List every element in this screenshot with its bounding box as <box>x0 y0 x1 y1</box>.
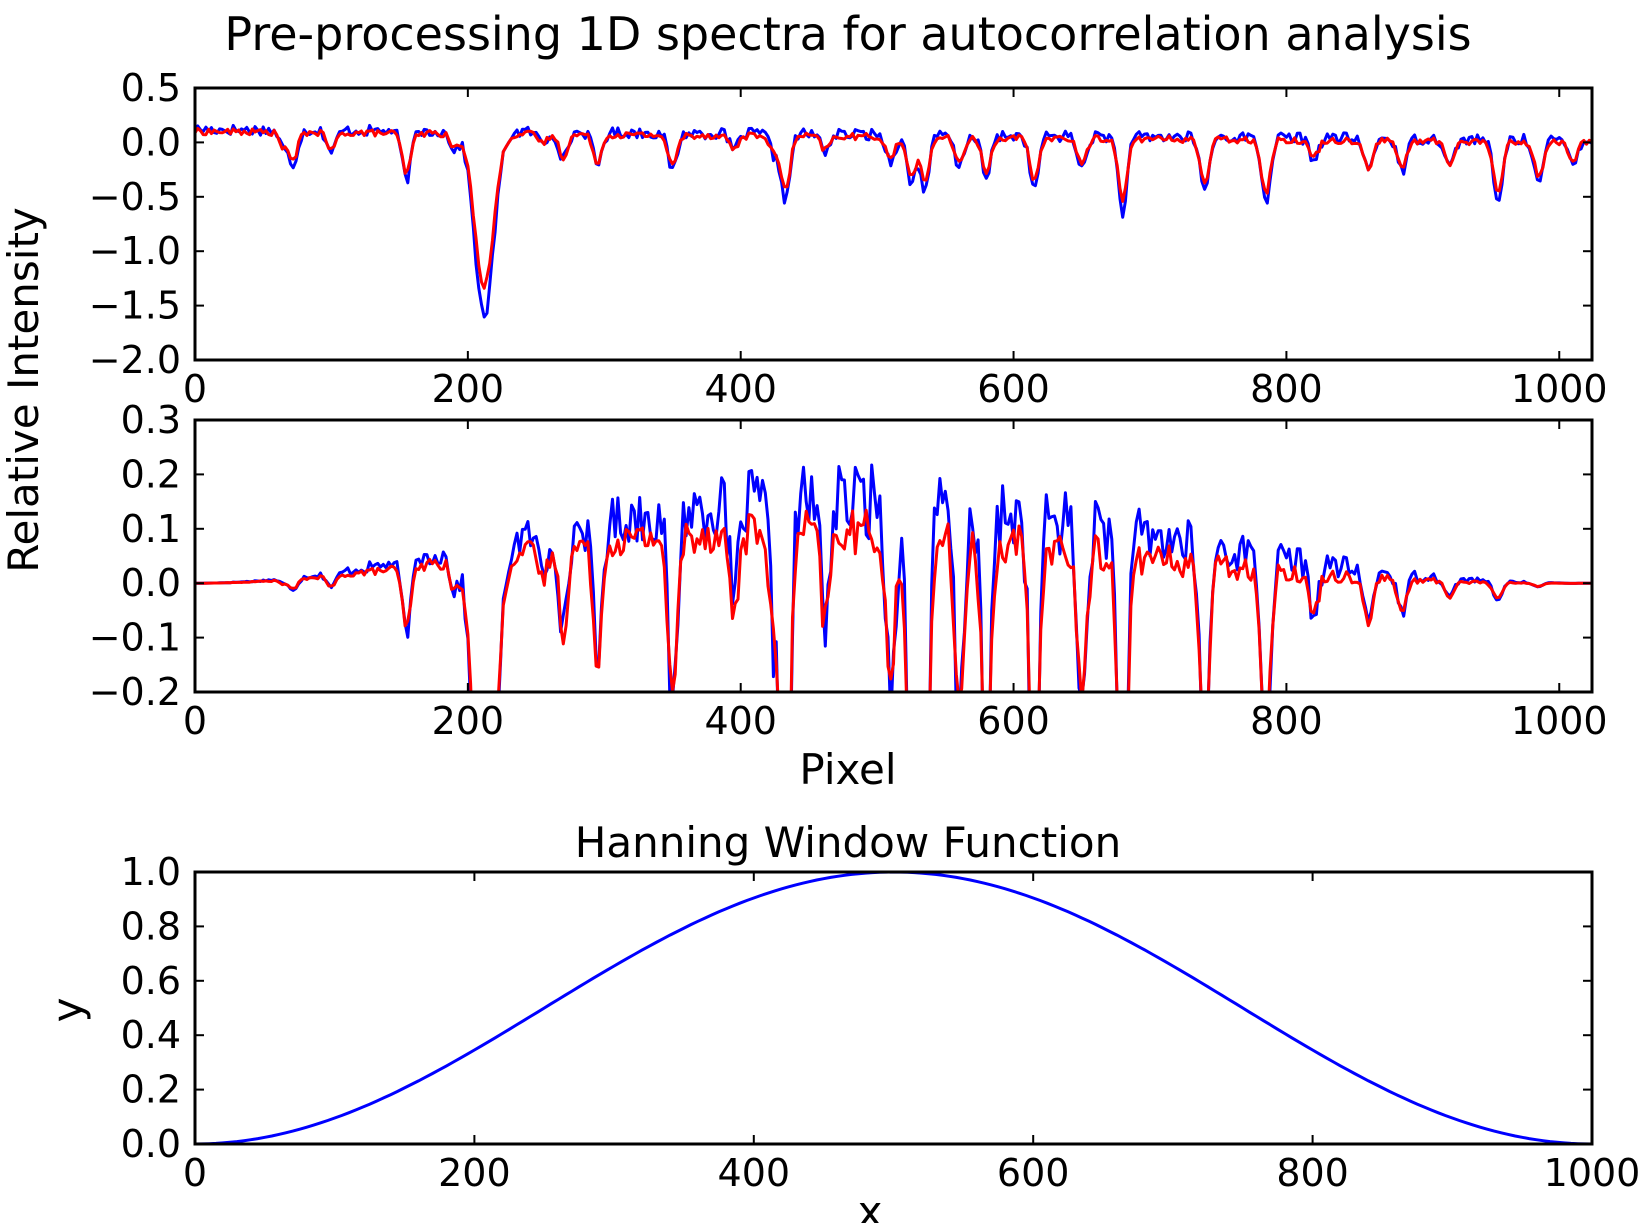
y-tick-label: 0.6 <box>121 959 181 1003</box>
x-tick-label: 800 <box>1250 367 1323 411</box>
y-tick-label: 0.0 <box>121 120 181 164</box>
y-tick-label: −1.0 <box>89 229 181 273</box>
x-tick-label: 600 <box>997 1151 1070 1195</box>
plot-area <box>195 872 1592 1144</box>
x-tick-label: 200 <box>432 367 505 411</box>
y-tick-label: 0.3 <box>121 398 181 442</box>
y-tick-label: 0.5 <box>121 66 181 110</box>
x-tick-label: 800 <box>1276 1151 1349 1195</box>
x-tick-label: 200 <box>432 699 505 743</box>
y-tick-label: 0.8 <box>121 904 181 948</box>
x-tick-label: 1000 <box>1544 1151 1638 1195</box>
x-tick-label: 400 <box>704 699 777 743</box>
hanning-curve <box>195 872 1592 1144</box>
x-tick-label: 0 <box>183 699 207 743</box>
x-tick-label: 0 <box>183 367 207 411</box>
hanning-y-axis-label: y <box>43 998 92 1023</box>
spectrum-panel-middle: 0 200 400 600 800 1000 0.3 0.2 0.1 0.0 −0.1 −0.2 <box>89 398 1608 743</box>
hanning-title: Hanning Window Function <box>575 818 1121 867</box>
y-tick-label: 0.1 <box>121 507 181 551</box>
x-tick-label: 400 <box>704 367 777 411</box>
x-tick-label: 200 <box>438 1151 511 1195</box>
hanning-window-panel: 0 200 400 600 800 1000 1.0 0.8 0.6 0.4 0.2 0.0 <box>121 850 1638 1195</box>
series-line <box>195 126 1592 290</box>
y-tick-label: 0.4 <box>121 1013 181 1057</box>
shared-y-axis-label: Relative Intensity <box>0 207 48 573</box>
y-tick-label: −1.5 <box>89 284 181 328</box>
x-tick-label: 400 <box>718 1151 791 1195</box>
y-tick-label: −2.0 <box>89 338 181 382</box>
x-tick-label: 1000 <box>1511 367 1608 411</box>
y-tick-label: 0.0 <box>121 1122 181 1166</box>
x-tick-label: 800 <box>1250 699 1323 743</box>
y-tick-label: 1.0 <box>121 850 181 894</box>
spectrum-panel-top: 0 200 400 600 800 1000 0.5 0.0 −0.5 −1.0 −1.5 −2.0 <box>89 66 1608 411</box>
x-tick-label: 0 <box>183 1151 207 1195</box>
figure-title: Pre-processing 1D spectra for autocorrel… <box>224 7 1471 61</box>
x-tick-label: 600 <box>977 367 1050 411</box>
y-tick-label: 0.2 <box>121 452 181 496</box>
y-tick-label: −0.2 <box>89 670 181 714</box>
plot-area <box>195 123 1592 319</box>
y-tick-label: −0.1 <box>89 616 181 660</box>
axes-frame <box>193 870 1594 1146</box>
hanning-x-axis-label: x <box>858 1187 883 1223</box>
plot-area <box>195 463 1592 692</box>
series-line <box>195 463 1592 692</box>
middle-x-axis-label: Pixel <box>799 745 896 794</box>
y-tick-label: 0.2 <box>121 1068 181 1112</box>
x-tick-label: 1000 <box>1511 699 1608 743</box>
axes-frame <box>193 418 1594 694</box>
x-tick-label: 600 <box>977 699 1050 743</box>
series-line <box>195 508 1592 692</box>
y-tick-label: 0.0 <box>121 561 181 605</box>
axes-frame <box>193 86 1594 362</box>
y-tick-label: −0.5 <box>89 175 181 219</box>
